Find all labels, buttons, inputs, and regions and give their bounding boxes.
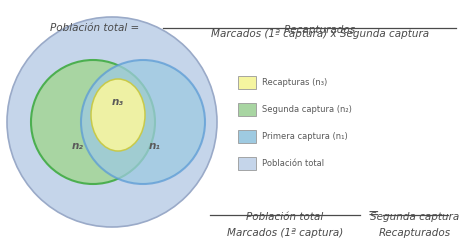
- Text: Recapturados: Recapturados: [378, 228, 450, 238]
- Text: Población total =: Población total =: [50, 23, 140, 33]
- Text: Marcados (1ª captura): Marcados (1ª captura): [226, 228, 342, 238]
- Text: =: =: [366, 208, 378, 222]
- Text: n₁: n₁: [149, 141, 161, 151]
- Ellipse shape: [81, 60, 205, 184]
- Text: Primera captura (n₁): Primera captura (n₁): [262, 132, 347, 141]
- Text: Recapturas (n₃): Recapturas (n₃): [262, 78, 326, 87]
- Ellipse shape: [7, 17, 217, 227]
- Text: Población total: Población total: [262, 159, 324, 168]
- Bar: [237, 130, 256, 143]
- Text: Recapturados: Recapturados: [283, 25, 355, 35]
- Text: Población total: Población total: [246, 212, 323, 222]
- Ellipse shape: [91, 79, 145, 151]
- Text: n₂: n₂: [72, 141, 84, 151]
- Text: n₃: n₃: [112, 97, 123, 107]
- Text: Segunda captura: Segunda captura: [369, 212, 459, 222]
- Text: Segunda captura (n₂): Segunda captura (n₂): [262, 105, 351, 114]
- Ellipse shape: [31, 60, 155, 184]
- Bar: [237, 103, 256, 116]
- Text: Marcados (1ª captura) x Segunda captura: Marcados (1ª captura) x Segunda captura: [211, 29, 428, 39]
- Bar: [237, 157, 256, 170]
- Bar: [237, 76, 256, 89]
